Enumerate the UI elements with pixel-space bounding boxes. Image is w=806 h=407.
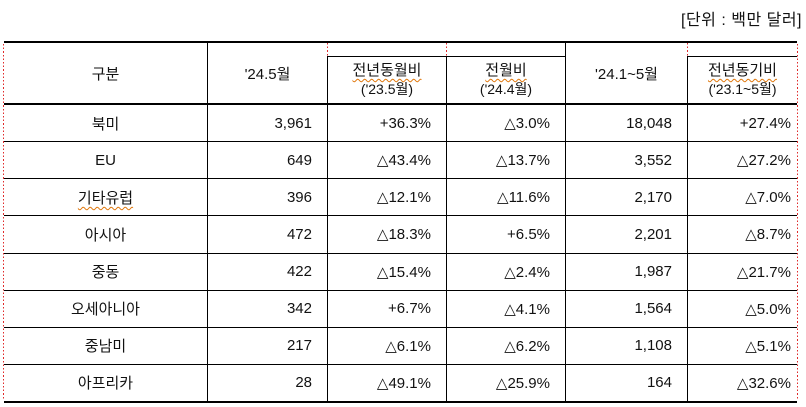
cell-month-value: 649 — [207, 142, 327, 179]
header-yoy: 전년동월비 ('23.5월) — [327, 43, 446, 103]
header-category: 구분 — [91, 65, 120, 83]
table-row-oceania: 오세아니아 342 +6.7% △4.1% 1,564 △5.0% — [4, 289, 797, 327]
cell-region-label: 기타유럽 — [77, 189, 134, 207]
cell-region: 아프리카 — [77, 375, 134, 393]
header-mom-sublabel: ('24.4월) — [479, 80, 533, 97]
header-yoy-guide-stub — [327, 43, 328, 56]
cell-region: 기타유럽 — [4, 179, 207, 215]
cell-cumulative-value: 1,108 — [565, 327, 687, 364]
cell-month-value: 217 — [207, 327, 327, 364]
cell-mom-value: △6.2% — [446, 327, 565, 364]
cell-yoy-cum-value: △27.2% — [687, 142, 797, 179]
cell-cumulative-value: 164 — [565, 364, 687, 401]
cell-cumulative-value: 18,048 — [565, 105, 687, 142]
cell-month-value: 342 — [207, 290, 327, 327]
cell-region: 북미 — [91, 115, 120, 133]
cell-yoy-value: △15.4% — [327, 253, 446, 290]
table-row-eu: EU 649 △43.4% △13.7% 3,552 △27.2% — [4, 141, 797, 179]
cell-yoy-value: +36.3% — [327, 105, 446, 142]
cell-region: 아시아 — [84, 226, 127, 244]
cell-cumulative-value: 1,987 — [565, 253, 687, 290]
table-row-africa: 아프리카 28 △49.1% △25.9% 164 △32.6% — [4, 363, 797, 401]
cell-cumulative-value: 2,170 — [565, 179, 687, 216]
unit-label: [단위 : 백만 달러] — [681, 12, 802, 29]
cell-cumulative-value: 2,201 — [565, 216, 687, 253]
table-row-north-america: 북미 3,961 +36.3% △3.0% 18,048 +27.4% — [4, 103, 797, 142]
cell-mom-value: +6.5% — [446, 216, 565, 253]
cell-mom-value: △2.4% — [446, 253, 565, 290]
table-row-latin-america: 중남미 217 △6.1% △6.2% 1,108 △5.1% — [4, 326, 797, 364]
cell-yoy-cum-value: △32.6% — [687, 364, 797, 401]
cell-region: EU — [95, 151, 116, 169]
cell-yoy-cum-value: △8.7% — [687, 216, 797, 253]
header-month: '24.5월 — [207, 43, 327, 103]
cell-yoy-value: △18.3% — [327, 216, 446, 253]
cell-yoy-cum-value: △7.0% — [687, 179, 797, 216]
cell-cumulative-value: 1,564 — [565, 290, 687, 327]
cell-region: 중남미 — [84, 338, 127, 356]
table-header-row: 구분 '24.5월 전년동월비 ('23.5월) 전월비 ('24.4월) '2… — [4, 43, 797, 103]
table-right-guide-line — [797, 44, 798, 400]
cell-month-value: 422 — [207, 253, 327, 290]
cell-region: 중동 — [91, 264, 120, 282]
cell-yoy-value: △12.1% — [327, 179, 446, 216]
cell-yoy-value: △49.1% — [327, 364, 446, 401]
cell-yoy-value: △6.1% — [327, 327, 446, 364]
header-cumulative: '24.1~5월 — [565, 43, 687, 103]
header-yoy-cum: 전년동기비 ('23.1~5월) — [687, 43, 797, 103]
cell-mom-value: △13.7% — [446, 142, 565, 179]
cell-mom-value: △4.1% — [446, 290, 565, 327]
cell-month-value: 3,961 — [207, 105, 327, 142]
header-yoy-sublabel: ('23.5월) — [360, 80, 414, 97]
header-yoy-cum-box: 전년동기비 ('23.1~5월) — [687, 56, 797, 103]
header-mom-label: 전월비 — [485, 61, 527, 79]
table-row-asia: 아시아 472 △18.3% +6.5% 2,201 △8.7% — [4, 215, 797, 253]
cell-yoy-cum-value: △5.0% — [687, 290, 797, 327]
header-mom-guide-stub — [446, 43, 447, 56]
header-yoy-cum-label: 전년동기비 — [707, 61, 777, 79]
header-mom: 전월비 ('24.4월) — [446, 43, 565, 103]
cell-yoy-cum-value: +27.4% — [687, 105, 797, 142]
cell-yoy-value: +6.7% — [327, 290, 446, 327]
cell-region: 오세아니아 — [70, 301, 140, 319]
header-yoy-cum-guide-stub — [687, 43, 688, 56]
cell-month-value: 396 — [207, 179, 327, 216]
header-mom-box: 전월비 ('24.4월) — [446, 56, 565, 103]
cell-yoy-cum-value: △21.7% — [687, 253, 797, 290]
cell-mom-value: △25.9% — [446, 364, 565, 401]
cell-month-value: 28 — [207, 364, 327, 401]
cell-yoy-cum-value: △5.1% — [687, 327, 797, 364]
header-yoy-cum-sublabel: ('23.1~5월) — [708, 80, 777, 97]
table-row-middle-east: 중동 422 △15.4% △2.4% 1,987 △21.7% — [4, 252, 797, 290]
table-left-guide-line — [3, 44, 4, 400]
cell-month-value: 472 — [207, 216, 327, 253]
cell-yoy-value: △43.4% — [327, 142, 446, 179]
cell-cumulative-value: 3,552 — [565, 142, 687, 179]
header-yoy-label: 전년동월비 — [352, 61, 422, 79]
table-row-other-europe: 기타유럽 396 △12.1% △11.6% 2,170 △7.0% — [4, 178, 797, 216]
header-yoy-box: 전년동월비 ('23.5월) — [327, 56, 446, 103]
cell-mom-value: △11.6% — [446, 179, 565, 216]
cell-mom-value: △3.0% — [446, 105, 565, 142]
regional-exports-table: 구분 '24.5월 전년동월비 ('23.5월) 전월비 ('24.4월) '2… — [3, 41, 798, 403]
